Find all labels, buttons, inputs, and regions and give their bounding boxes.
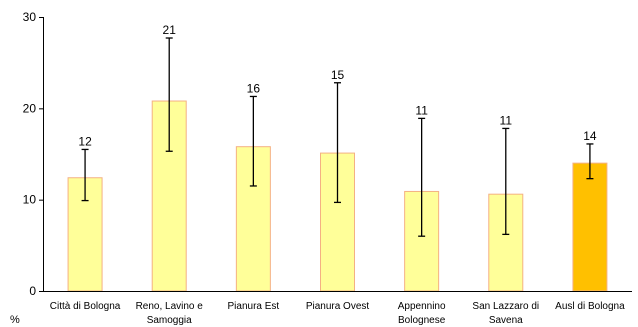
x-category-label: Bolognese xyxy=(398,315,446,326)
x-category-label: Samoggia xyxy=(147,315,192,326)
bar xyxy=(404,190,440,292)
x-category-label: Reno, Lavino e xyxy=(136,301,204,312)
y-tick-label: 10 xyxy=(23,193,37,207)
bar xyxy=(572,162,608,292)
y-tick-label: 0 xyxy=(29,284,36,298)
data-label: 21 xyxy=(163,23,177,37)
data-label: 12 xyxy=(78,134,92,148)
data-labels: 12 21 16 15 11 11 14 xyxy=(78,23,597,148)
x-category-label: Pianura Ovest xyxy=(306,301,370,312)
y-tick-label: 20 xyxy=(23,101,37,115)
y-axis: 0 10 20 30 xyxy=(23,10,44,298)
x-category-label: Appennino xyxy=(398,301,446,312)
x-category-label: Pianura Est xyxy=(228,301,280,312)
data-label: 11 xyxy=(415,103,428,117)
x-category-label: Ausl di Bologna xyxy=(555,301,625,312)
x-axis-categories: Città di Bologna Reno, Lavino e Samoggia Pi… xyxy=(50,301,625,326)
data-label: 11 xyxy=(500,113,513,127)
x-category-label: Città di Bologna xyxy=(50,301,121,312)
error-bars xyxy=(81,37,594,237)
data-label: 14 xyxy=(583,129,597,143)
data-label: 16 xyxy=(247,81,261,95)
x-category-label: San Lazzaro di xyxy=(472,301,539,312)
y-axis-unit-label: % xyxy=(10,314,20,326)
y-tick-label: 30 xyxy=(23,10,37,24)
data-label: 15 xyxy=(331,68,345,82)
x-category-label: Savena xyxy=(489,315,523,326)
